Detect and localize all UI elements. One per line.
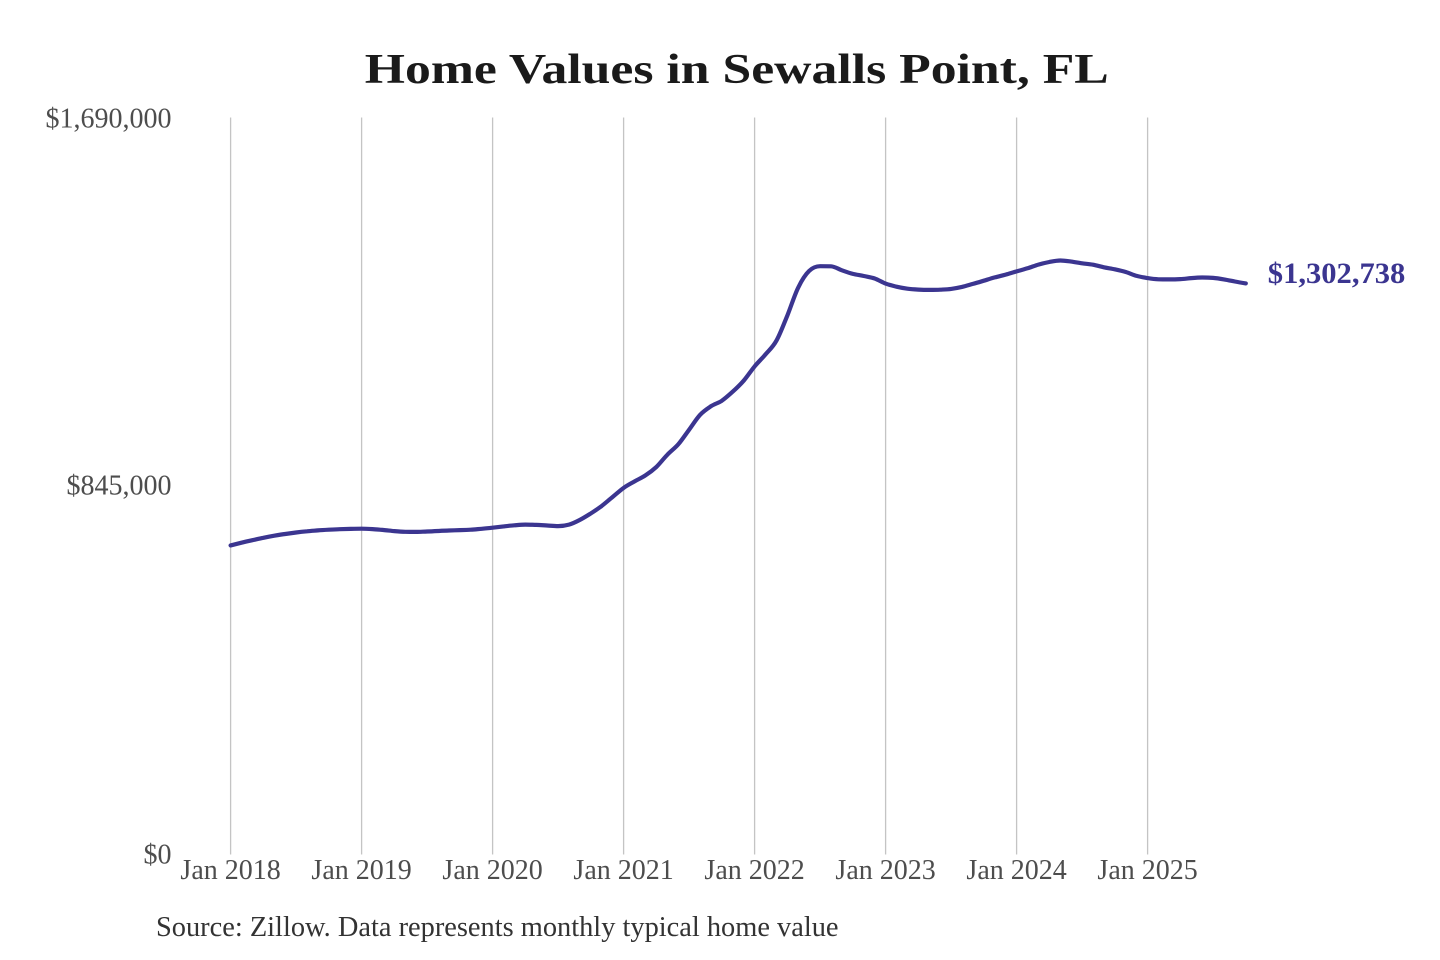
svg-text:$0: $0 <box>144 840 172 871</box>
svg-text:Jan 2023: Jan 2023 <box>835 855 935 886</box>
svg-text:$1,302,738: $1,302,738 <box>1268 257 1406 290</box>
svg-text:Home Values in Sewalls Point,: Home Values in Sewalls Point, FL <box>365 47 1109 93</box>
svg-text:Jan 2020: Jan 2020 <box>442 855 542 886</box>
svg-text:Jan 2022: Jan 2022 <box>704 855 804 886</box>
svg-text:Source: Zillow. Data represent: Source: Zillow. Data represents monthly … <box>156 912 839 943</box>
svg-text:Jan 2018: Jan 2018 <box>180 855 280 886</box>
svg-text:Jan 2021: Jan 2021 <box>573 855 673 886</box>
svg-text:$1,690,000: $1,690,000 <box>46 104 172 135</box>
svg-text:$845,000: $845,000 <box>67 471 172 502</box>
svg-text:Jan 2019: Jan 2019 <box>311 855 411 886</box>
svg-text:Jan 2024: Jan 2024 <box>966 855 1066 886</box>
svg-text:Jan 2025: Jan 2025 <box>1097 855 1197 886</box>
